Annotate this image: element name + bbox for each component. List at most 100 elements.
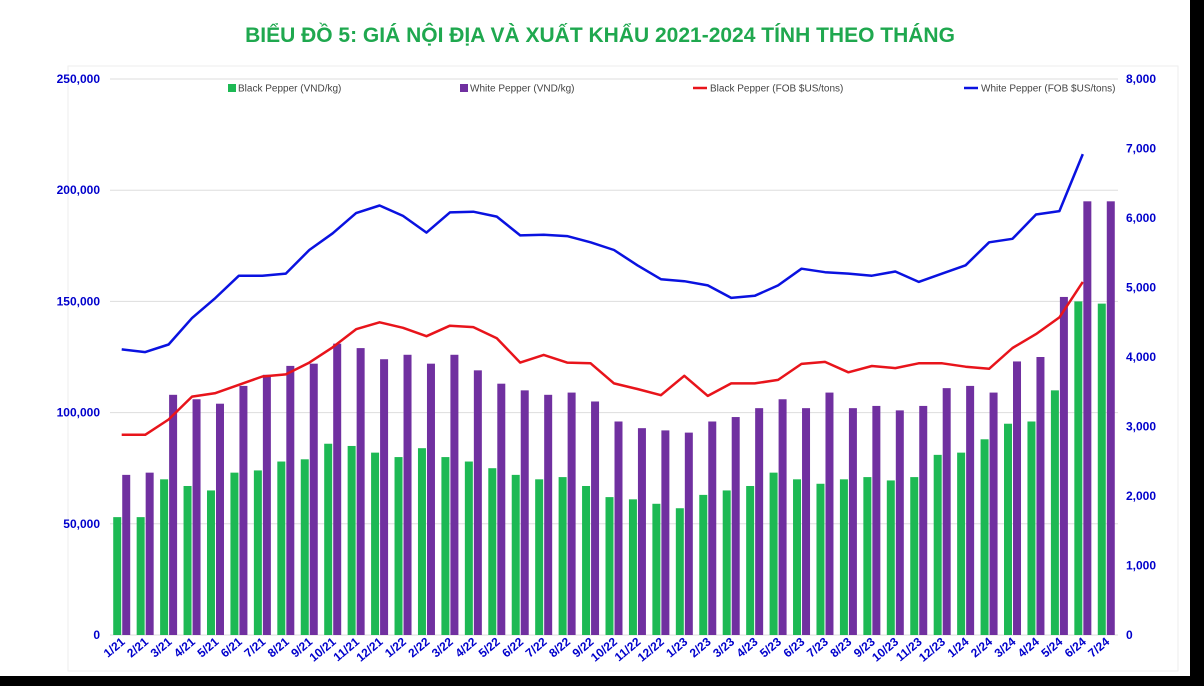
left-tick-label: 150,000 (57, 294, 101, 308)
chart-title: BIỂU ĐỒ 5: GIÁ NỘI ĐỊA VÀ XUẤT KHẨU 2021… (245, 24, 955, 47)
white-pepper-bar (614, 421, 623, 635)
black-pepper-bar (488, 468, 497, 635)
black-pepper-bar (839, 479, 848, 635)
black-pepper-bar (511, 474, 520, 635)
white-pepper-bar (966, 385, 975, 635)
black-pepper-bar (324, 443, 333, 635)
white-pepper-bar (192, 399, 201, 635)
white-pepper-bar (708, 421, 717, 635)
left-tick-label: 250,000 (57, 72, 101, 86)
legend-label: Black Pepper (VND/kg) (238, 84, 341, 95)
white-pepper-bar (380, 359, 389, 635)
white-pepper-bar (591, 401, 600, 635)
white-pepper-bar (802, 408, 811, 635)
white-pepper-bar (403, 354, 412, 635)
black-pepper-bar (816, 483, 825, 635)
white-pepper-bar (1106, 201, 1115, 635)
black-pepper-bar (1097, 303, 1106, 635)
white-pepper-bar (169, 394, 178, 635)
black-pepper-bar (886, 480, 895, 635)
white-pepper-bar (450, 354, 459, 635)
black-pepper-bar (464, 461, 473, 635)
black-pepper-bar (277, 461, 286, 635)
black-pepper-bar (1050, 390, 1059, 635)
black-pepper-bar (863, 477, 872, 635)
black-pepper-bar (1074, 301, 1083, 635)
white-pepper-bar (895, 410, 904, 635)
chart-canvas: 0 50,000 100,000 150,000 200,000 250,000 0 1,0… (57, 65, 1179, 672)
white-pepper-bar (356, 348, 365, 635)
white-pepper-bar (825, 392, 834, 635)
black-pepper-bar (160, 479, 169, 635)
white-pepper-bar (637, 428, 646, 635)
left-tick-label: 100,000 (57, 406, 101, 420)
white-pepper-bar (497, 383, 506, 635)
legend: Black Pepper (VND/kg) White Pepper (VND/k… (228, 84, 1116, 95)
white-pepper-bar (567, 392, 576, 635)
black-pepper-bar (980, 439, 989, 635)
black-pepper-bar (206, 490, 215, 635)
black-pepper-bar (652, 503, 661, 635)
black-pepper-bar (394, 457, 403, 635)
black-pepper-fob-line (121, 281, 1084, 437)
white-pepper-bar (333, 343, 342, 635)
white-pepper-bar (942, 388, 951, 635)
white-pepper-bar (731, 417, 740, 635)
bars (113, 201, 1115, 635)
black-pepper-bar (722, 490, 731, 635)
white-pepper-bar (661, 430, 670, 635)
white-pepper-bar (286, 365, 295, 635)
black-pepper-bar (230, 472, 239, 635)
series-lines (121, 153, 1084, 437)
white-pepper-fob-line (121, 153, 1084, 354)
right-tick-label: 3,000 (1126, 420, 1156, 434)
black-pepper-bar (675, 508, 684, 635)
black-pepper-bar (535, 479, 544, 635)
black-pepper-bar (253, 470, 262, 635)
black-pepper-bar (441, 457, 450, 635)
black-pepper-bar (417, 448, 426, 635)
black-pepper-bar (136, 517, 145, 635)
right-tick-label: 7,000 (1126, 142, 1156, 156)
right-tick-label: 8,000 (1126, 72, 1156, 86)
white-pepper-bar (848, 408, 857, 635)
chart-frame: BIỂU ĐỒ 5: GIÁ NỘI ĐỊA VÀ XUẤT KHẨU 2021… (0, 0, 1190, 676)
black-pepper-bar (793, 479, 802, 635)
white-pepper-bar (473, 370, 482, 635)
white-pepper-bar (989, 392, 998, 635)
left-tick-label: 0 (93, 628, 100, 642)
black-pepper-bar (558, 477, 567, 635)
white-pepper-bar (544, 394, 553, 635)
black-pepper-bar (769, 472, 778, 635)
right-tick-label: 1,000 (1126, 559, 1156, 573)
white-pepper-bar (778, 399, 787, 635)
white-pepper-bar (872, 405, 881, 635)
white-pepper-bar (684, 432, 693, 635)
white-pepper-bar (239, 385, 248, 635)
black-pepper-bar (371, 452, 380, 635)
left-axis-ticks: 0 50,000 100,000 150,000 200,000 250,000 (57, 72, 101, 642)
white-pepper-bar (919, 405, 928, 635)
white-pepper-bar (1036, 357, 1045, 635)
legend-swatch (460, 84, 468, 92)
white-pepper-bar (1013, 361, 1022, 635)
white-pepper-bar (520, 390, 529, 635)
left-tick-label: 200,000 (57, 183, 101, 197)
black-pepper-bar (957, 452, 966, 635)
right-tick-label: 0 (1126, 628, 1133, 642)
black-pepper-bar (1027, 421, 1036, 635)
legend-swatch (228, 84, 236, 92)
black-pepper-bar (933, 454, 942, 635)
black-pepper-bar (699, 494, 708, 635)
black-pepper-bar (628, 499, 637, 635)
black-pepper-bar (300, 459, 309, 635)
right-tick-label: 2,000 (1126, 489, 1156, 503)
black-pepper-bar (746, 485, 755, 635)
black-pepper-bar (605, 497, 614, 635)
black-pepper-bar (1004, 423, 1013, 635)
white-pepper-bar (122, 474, 131, 635)
black-pepper-bar (582, 485, 591, 635)
white-pepper-bar (755, 408, 764, 635)
white-pepper-bar (215, 403, 224, 635)
right-tick-label: 4,000 (1126, 350, 1156, 364)
